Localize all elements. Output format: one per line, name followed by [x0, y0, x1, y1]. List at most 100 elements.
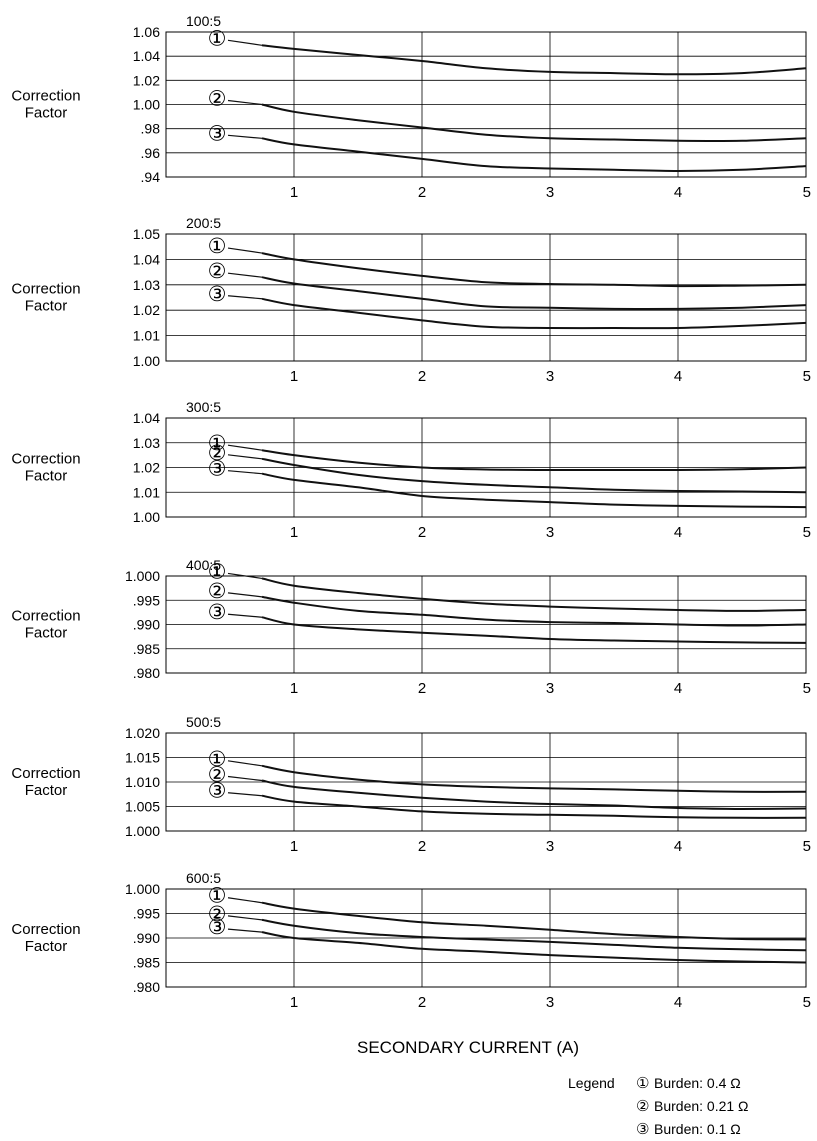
series-line-3	[261, 616, 807, 644]
series-marker-leader	[227, 592, 263, 598]
x-tick-label: 2	[418, 524, 426, 541]
chart-3: 1.00 1.01 1.02 1.03 1.04 1 2 3 4 5 300:5 Correction…	[11, 399, 811, 541]
chart-4: .980 .985 .990 .995 1.000 1 2 3 4 5 400:5 Correctio…	[11, 557, 811, 697]
x-tick-label: 3	[546, 524, 554, 541]
y-tick-label: 1.02	[133, 460, 160, 476]
series-line-2	[261, 103, 807, 143]
y-axis-label-line: Factor	[25, 105, 68, 122]
y-axis-label-line: Factor	[25, 298, 68, 315]
series-marker-leader	[227, 134, 263, 139]
x-tick-label: 3	[546, 994, 554, 1011]
series-line-2	[261, 779, 807, 811]
legend-item-1: ① Burden: 0.4 Ω	[636, 1075, 741, 1092]
y-axis-label: Correction Factor	[11, 281, 80, 315]
y-tick-label: .94	[141, 169, 161, 185]
series-marker-leader	[227, 760, 263, 767]
series-marker-3: ③	[208, 916, 227, 939]
y-axis-label-line: Factor	[25, 468, 68, 485]
x-tick-label: 1	[290, 184, 298, 201]
x-tick-label: 5	[803, 838, 811, 855]
series-marker-1: ①	[208, 748, 227, 771]
x-tick-label: 1	[290, 680, 298, 697]
y-tick-label: .995	[133, 592, 160, 608]
series-marker-leader	[227, 247, 263, 254]
x-tick-label: 4	[674, 524, 682, 541]
y-tick-label: .98	[141, 121, 161, 137]
y-tick-label: 1.020	[125, 725, 160, 741]
series-marker-leader	[227, 792, 263, 797]
y-tick-label: 1.01	[133, 328, 160, 344]
series-line-2	[261, 918, 807, 952]
y-tick-label: 1.00	[133, 353, 160, 369]
series-line-2	[261, 457, 807, 494]
series-marker-2: ②	[208, 580, 227, 603]
y-tick-label: 1.000	[125, 823, 160, 839]
series-line-1	[261, 577, 807, 612]
chart-title: 300:5	[186, 399, 221, 415]
y-tick-label: 1.000	[125, 568, 160, 584]
series-marker-1: ①	[208, 27, 227, 50]
series-marker-2: ②	[208, 903, 227, 926]
x-tick-label: 4	[674, 184, 682, 201]
y-tick-label: .985	[133, 955, 160, 971]
series-marker-leader	[227, 897, 263, 904]
legend-item-2: ② Burden: 0.21 Ω	[636, 1098, 749, 1115]
y-axis-label-line: Correction	[11, 921, 80, 938]
x-tick-label: 5	[803, 680, 811, 697]
y-axis-label: Correction Factor	[11, 921, 80, 955]
legend-title: Legend	[568, 1075, 615, 1091]
series-marker-3: ③	[208, 458, 227, 481]
series-marker-leader	[227, 444, 263, 451]
y-tick-label: .980	[133, 665, 160, 681]
series-marker-2: ②	[208, 88, 227, 111]
series-marker-2: ②	[208, 442, 227, 465]
y-tick-label: .980	[133, 979, 160, 995]
legend-marker-2: ②	[636, 1098, 649, 1115]
legend-item-3: ③ Burden: 0.1 Ω	[636, 1121, 741, 1138]
x-tick-label: 5	[803, 184, 811, 201]
x-tick-label: 4	[674, 994, 682, 1011]
x-tick-label: 5	[803, 368, 811, 385]
x-tick-label: 4	[674, 680, 682, 697]
chart-1: .94 .96 .98 1.00 1.02 1.04 1.06 1 2 3 4 5 100:5 Corre…	[11, 13, 811, 201]
x-tick-label: 1	[290, 994, 298, 1011]
series-marker-3: ③	[208, 601, 227, 624]
x-tick-label: 5	[803, 994, 811, 1011]
chart-title: 500:5	[186, 714, 221, 730]
series-line-3	[261, 794, 807, 819]
x-tick-label: 1	[290, 838, 298, 855]
y-axis-label-line: Factor	[25, 782, 68, 799]
y-tick-label: 1.00	[133, 97, 160, 113]
y-tick-label: 1.015	[125, 750, 160, 766]
series-line-3	[261, 472, 807, 509]
x-tick-label: 3	[546, 680, 554, 697]
y-axis-label-line: Correction	[11, 451, 80, 468]
y-tick-label: .990	[133, 617, 160, 633]
series-line-3	[261, 137, 807, 173]
y-tick-label: .995	[133, 906, 160, 922]
series-marker-leader	[227, 99, 263, 106]
legend: Legend ① Burden: 0.4 Ω ② Burden: 0.21 Ω …	[568, 1075, 749, 1138]
series-line-2	[261, 595, 807, 627]
x-tick-label: 2	[418, 680, 426, 697]
series-marker-leader	[227, 928, 263, 933]
series-marker-leader	[227, 775, 263, 782]
y-tick-label: 1.005	[125, 799, 160, 815]
charts-group: .94 .96 .98 1.00 1.02 1.04 1.06 1 2 3 4 5 100:5 Corre…	[11, 13, 811, 1011]
legend-label-1: Burden: 0.4 Ω	[654, 1075, 741, 1091]
y-tick-label: 1.04	[133, 48, 160, 64]
y-axis-label-line: Factor	[25, 938, 68, 955]
x-tick-label: 2	[418, 994, 426, 1011]
x-tick-label: 2	[418, 838, 426, 855]
y-axis-label: Correction Factor	[11, 451, 80, 485]
x-tick-label: 3	[546, 838, 554, 855]
chart-title: 200:5	[186, 215, 221, 231]
y-axis-label-line: Correction	[11, 765, 80, 782]
chart-title: 400:5	[186, 557, 221, 573]
series-marker-leader	[227, 572, 263, 580]
series-marker-3: ③	[208, 780, 227, 803]
y-tick-label: .990	[133, 930, 160, 946]
y-tick-label: .96	[141, 145, 161, 161]
series-marker-3: ③	[208, 122, 227, 145]
